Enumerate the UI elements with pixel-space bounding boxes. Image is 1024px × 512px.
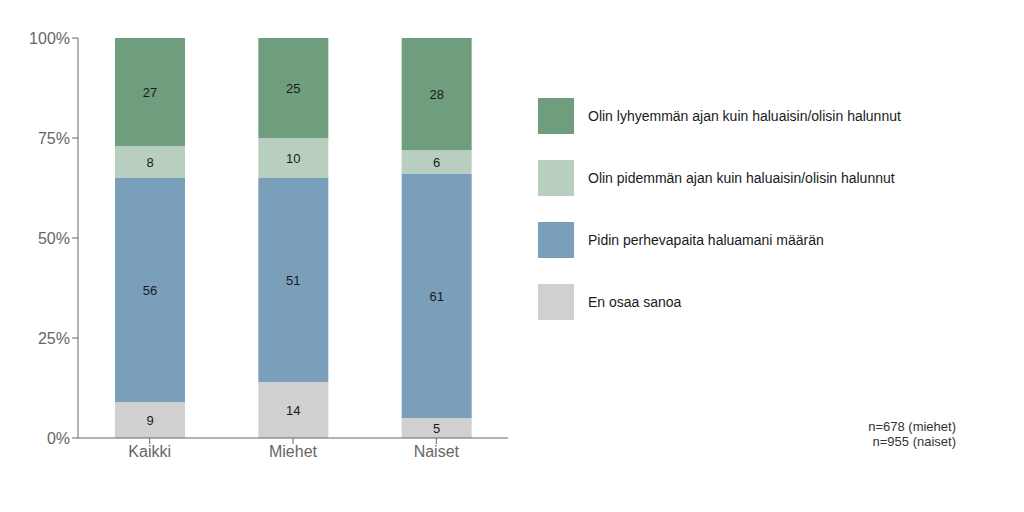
svg-text:6: 6 bbox=[433, 155, 440, 170]
svg-text:0%: 0% bbox=[47, 430, 70, 447]
svg-text:14: 14 bbox=[286, 403, 300, 418]
svg-text:75%: 75% bbox=[38, 130, 70, 147]
svg-text:Kaikki: Kaikki bbox=[128, 443, 171, 460]
svg-text:25%: 25% bbox=[38, 330, 70, 347]
svg-text:25: 25 bbox=[286, 81, 300, 96]
html-text:Olin pidemmän ajan kuin haluai: Olin pidemmän ajan kuin haluaisin/olisin… bbox=[588, 170, 895, 186]
svg-text:Miehet: Miehet bbox=[269, 443, 318, 460]
svg-text:5: 5 bbox=[433, 421, 440, 436]
svg-text:28: 28 bbox=[429, 87, 443, 102]
html-text:En osaa sanoa: En osaa sanoa bbox=[588, 294, 682, 310]
svg-text:8: 8 bbox=[146, 155, 153, 170]
svg-text:100%: 100% bbox=[29, 30, 70, 47]
svg-text:56: 56 bbox=[143, 283, 157, 298]
svg-text:10: 10 bbox=[286, 151, 300, 166]
svg-text:27: 27 bbox=[143, 85, 157, 100]
html-text:Pidin perhevapaita haluamani m: Pidin perhevapaita haluamani määrän bbox=[588, 232, 824, 248]
svg-text:61: 61 bbox=[429, 289, 443, 304]
svg-text:9: 9 bbox=[146, 413, 153, 428]
html-text:Olin lyhyemmän ajan kuin halua: Olin lyhyemmän ajan kuin haluaisin/olisi… bbox=[588, 108, 901, 124]
svg-text:51: 51 bbox=[286, 273, 300, 288]
svg-text:50%: 50% bbox=[38, 230, 70, 247]
svg-text:Naiset: Naiset bbox=[414, 443, 460, 460]
html-text:n=678 (miehet) n=955 (naiset): n=678 (miehet) n=955 (naiset) bbox=[868, 419, 956, 449]
